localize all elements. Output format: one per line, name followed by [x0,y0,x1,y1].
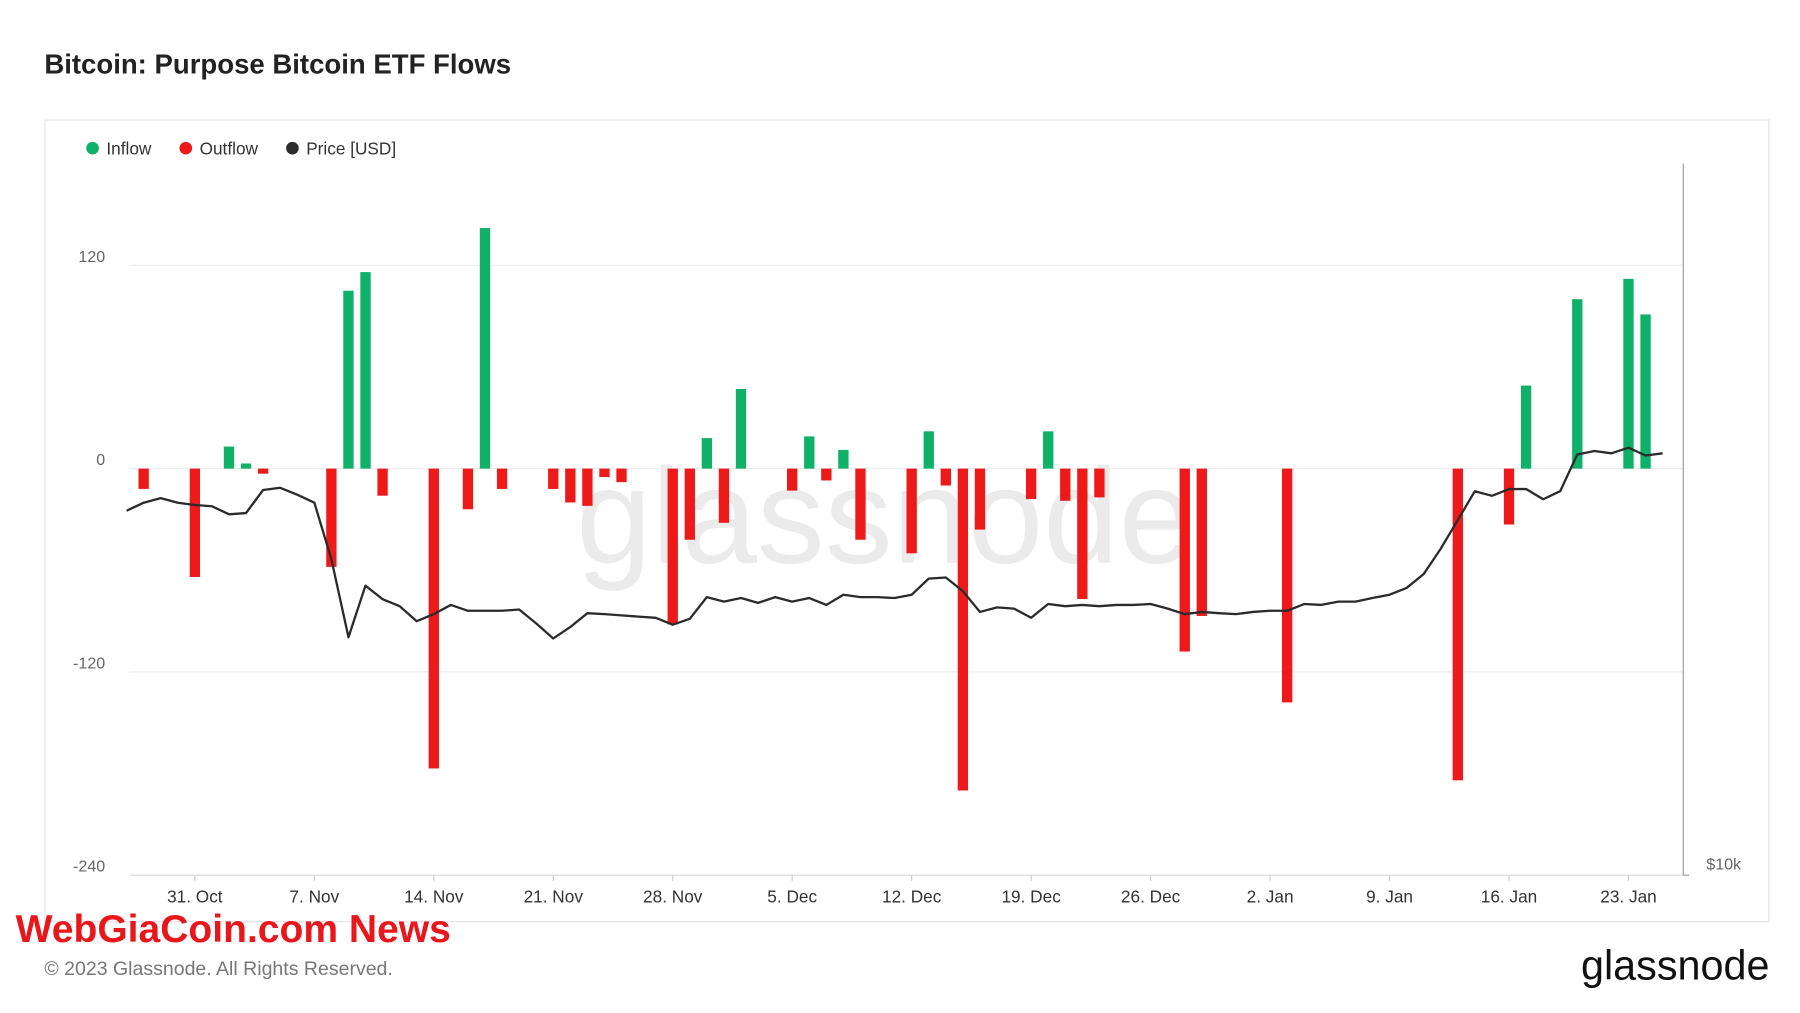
bar [718,468,730,523]
bar [565,468,576,503]
x-tick-label: 9. Jan [1366,887,1413,907]
x-tick-label: 14. Nov [404,887,464,907]
y-tick-label: -120 [73,654,105,672]
bar [1196,468,1207,616]
price-line [126,446,1663,640]
y-tick-label: 120 [78,248,105,266]
bar [240,463,252,469]
x-tick-label: 26. Dec [1121,887,1181,907]
bar [906,468,917,554]
bar [1503,468,1515,525]
legend-marker [86,141,99,155]
bar [582,468,593,506]
x-tick-label: 5. Dec [767,887,817,907]
x-tick-label: 19. Dec [1001,887,1061,907]
bar [138,468,149,489]
bar [377,468,388,496]
logo: glassnode [1581,943,1769,989]
bar [496,468,508,489]
bar [257,468,269,474]
bar [326,468,337,567]
legend-marker [286,141,299,155]
legend-label: Price [USD] [306,138,396,158]
bar [360,272,371,469]
background [6,0,1794,1013]
bar [821,468,832,481]
x-tick-label: 16. Jan [1481,887,1537,907]
bar [787,468,798,491]
bar [735,388,747,469]
bar [940,468,951,486]
x-tick-label: 23. Jan [1600,887,1656,907]
bar [1179,468,1190,652]
bar [701,438,713,469]
legend-label: Inflow [106,138,152,158]
copyright: © 2023 Glassnode. All Rights Reserved. [44,958,392,980]
bar [616,468,627,483]
watermark: glassnode [576,440,1194,592]
bar [1281,468,1293,703]
plot: -240 -120 0 120 $10k 31. Oct 7. Nov 14. Nov 21. … [73,138,1742,906]
bar [684,468,695,540]
bar [428,468,439,769]
bar [804,436,815,469]
bar [343,290,354,469]
x-tick-label: 12. Dec [882,887,942,907]
y2-tick-label: $10k [1706,855,1742,873]
bar [974,468,986,530]
bar [667,468,678,625]
bar [1025,468,1037,500]
bar [957,468,969,791]
bar [189,468,201,578]
y-tick-label: -240 [73,858,105,876]
legend-marker [179,141,193,155]
bar [1572,299,1583,469]
x-tick-label: 31. Oct [167,887,223,907]
bar [462,468,474,510]
bar [1060,468,1071,501]
y-tick-label: 0 [96,451,105,469]
bar [1077,468,1088,600]
bar [223,446,235,469]
chart-frame [44,119,1770,923]
bar [1094,468,1105,498]
bar [1640,314,1651,469]
bar [1452,468,1463,781]
bar [923,431,934,469]
bar [838,449,849,469]
x-tick-label: 7. Nov [289,887,339,907]
bar [855,468,866,540]
legend-label: Outflow [200,138,259,158]
bar [479,228,491,469]
x-tick-label: 28. Nov [643,887,703,907]
bar [548,468,559,489]
x-tick-label: 2. Jan [1247,887,1294,907]
bar [599,468,610,478]
bar [1623,278,1634,469]
x-tick-label: 21. Nov [524,887,584,907]
bar [1043,431,1054,469]
bar [1520,385,1532,469]
chart-title: Bitcoin: Purpose Bitcoin ETF Flows [44,49,511,80]
overlay-text: WebGiaCoin.com News [16,908,451,951]
